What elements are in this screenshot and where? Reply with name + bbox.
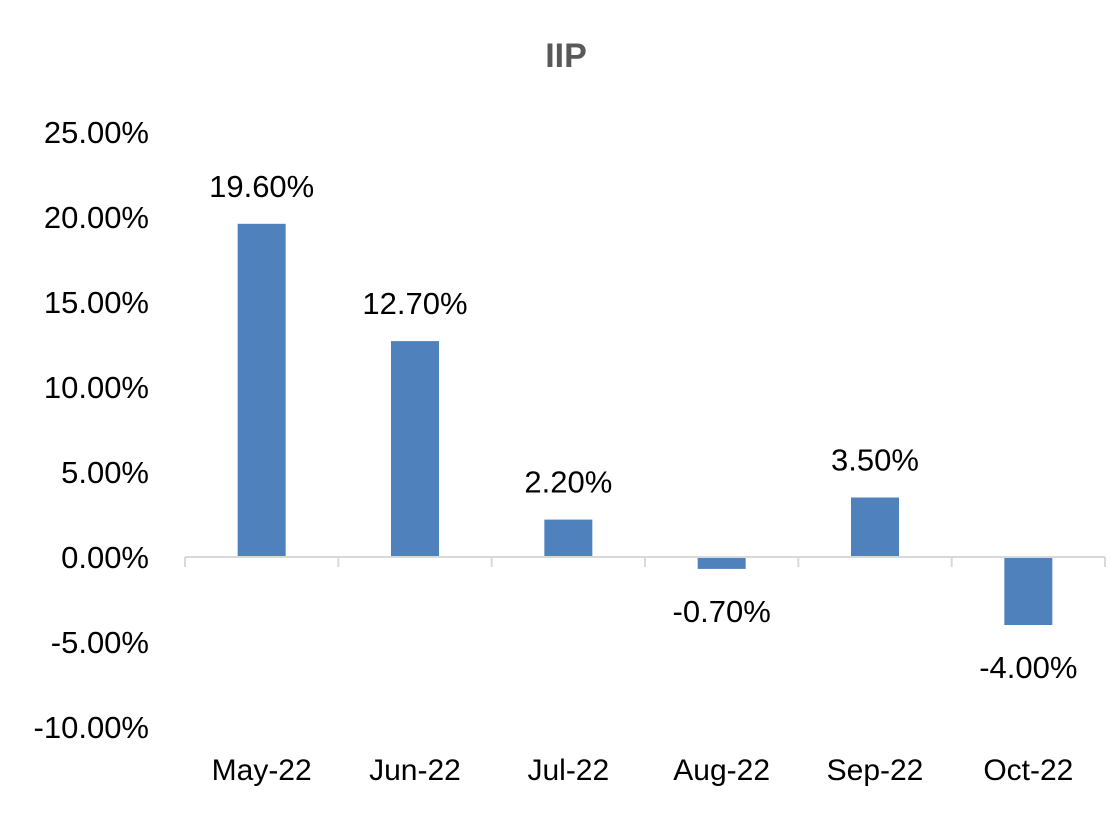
x-category-label: Aug-22 (673, 754, 770, 787)
y-tick-label: 5.00% (61, 455, 149, 490)
y-axis-tick-labels: 25.00% 20.00% 15.00% 10.00% 5.00% 0.00% -5.00%… (34, 115, 149, 745)
bar (851, 497, 899, 557)
y-tick-label: 15.00% (44, 285, 149, 320)
data-label: 19.60% (209, 169, 314, 204)
y-tick-label: -10.00% (34, 710, 149, 745)
y-tick-label: 10.00% (44, 370, 149, 405)
x-category-label: Jul-22 (527, 754, 609, 787)
data-label: 12.70% (362, 286, 467, 321)
x-category-label: Sep-22 (827, 754, 924, 787)
bar (1004, 557, 1053, 625)
y-tick-label: 0.00% (61, 540, 149, 575)
bar (237, 223, 286, 558)
y-tick-label: 20.00% (44, 200, 149, 235)
data-label: 3.50% (831, 443, 919, 478)
data-label: -0.70% (673, 594, 771, 629)
data-label: 2.20% (524, 465, 612, 500)
y-tick-label: 25.00% (44, 115, 149, 150)
bars-group (237, 223, 1053, 625)
x-axis (184, 556, 1106, 567)
x-axis-category-labels: May-22 Jun-22 Jul-22 Aug-22 Sep-22 Oct-22 (212, 754, 1074, 787)
x-category-label: May-22 (212, 754, 312, 787)
data-labels-group: 19.60% 12.70% 2.20% -0.70% 3.50% -4.00% (209, 169, 1077, 685)
chart-title: IIP (545, 37, 587, 75)
bar (544, 519, 593, 557)
bar (391, 341, 439, 557)
bar (697, 557, 746, 569)
x-category-label: Oct-22 (983, 754, 1073, 787)
data-label: -4.00% (979, 650, 1077, 685)
y-tick-label: -5.00% (51, 625, 149, 660)
x-category-label: Jun-22 (369, 754, 461, 787)
